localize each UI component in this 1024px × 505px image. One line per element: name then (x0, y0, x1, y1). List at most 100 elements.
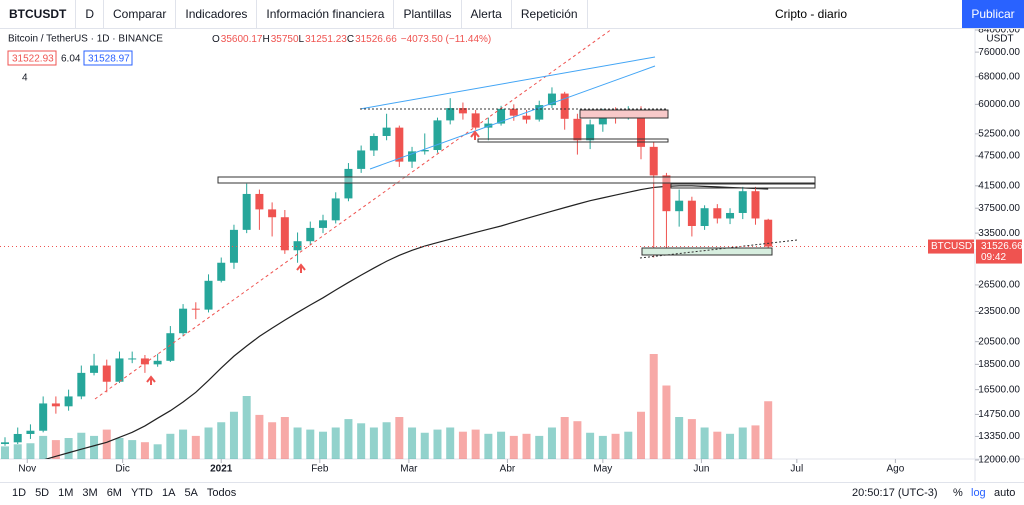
clock: 20:50:17 (UTC-3) (852, 487, 938, 499)
range-button[interactable]: 3M (82, 487, 98, 499)
range-button[interactable]: 5A (184, 487, 198, 499)
volume-bar (1, 446, 9, 459)
volume-bar (217, 422, 226, 459)
layout-name[interactable]: Cripto - diario (775, 7, 848, 21)
zone (217, 176, 816, 184)
auto-toggle[interactable]: auto (994, 487, 1016, 499)
volume-bar (535, 435, 544, 459)
volume-bar (598, 435, 607, 459)
volume-bar (700, 427, 709, 459)
candle-body (242, 193, 251, 230)
volume-bar (586, 432, 595, 459)
currency: USDT (986, 34, 1013, 45)
candle-body (726, 212, 735, 219)
volume-bar (738, 427, 747, 459)
toolbar-item[interactable]: Comparar (104, 0, 177, 28)
volume-bar (522, 433, 531, 459)
candle-body (547, 93, 556, 106)
range-button[interactable]: Todos (206, 487, 237, 499)
candle-body (560, 93, 569, 119)
volume-bar (128, 440, 137, 459)
y-tick-label: 20500.00 (978, 336, 1020, 347)
toolbar-item[interactable]: Información financiera (257, 0, 395, 28)
volume-bar (560, 417, 569, 459)
moving-average (44, 185, 769, 459)
candle-body (204, 280, 213, 310)
symbol[interactable]: BTCUSDT (0, 0, 77, 28)
candle-body (13, 433, 22, 443)
candle-body (586, 124, 595, 141)
candle-body (713, 208, 722, 219)
range-button[interactable]: YTD (130, 487, 153, 499)
volume-bar (179, 429, 188, 459)
candle-body (90, 365, 99, 373)
ask: 31528.97 (88, 54, 130, 65)
price-badge (976, 239, 1022, 264)
items: Comparar Indicadores Información financier… (104, 0, 588, 28)
volume-bar (13, 444, 22, 459)
candle-body (382, 127, 391, 136)
candle-body (280, 217, 289, 251)
candle-body (471, 113, 480, 128)
volume-bar (675, 417, 684, 459)
price-symbol: BTCUSDT (931, 241, 978, 252)
y-tick-label: 23500.00 (978, 306, 1020, 317)
trend-line (359, 56, 656, 110)
x-tick-label: Jul (790, 464, 803, 475)
arrow (296, 263, 306, 273)
candles (1, 87, 773, 459)
y-tick-label: 14750.00 (978, 409, 1020, 420)
candle-body (26, 430, 35, 434)
pct[interactable]: % (953, 487, 963, 499)
log-toggle[interactable]: log (971, 487, 986, 499)
candle-body (408, 151, 417, 162)
candle-body (433, 120, 442, 151)
range-button[interactable]: 1D (12, 487, 27, 499)
zone (641, 247, 773, 256)
publish-button[interactable]: Publicar (962, 0, 1024, 28)
range-button[interactable]: 5D (35, 487, 50, 499)
drawings (1, 29, 816, 459)
toolbar-item[interactable]: Plantillas (394, 0, 462, 28)
volume-bar (687, 419, 696, 459)
volume-bar (547, 427, 556, 459)
candle-body (662, 175, 671, 212)
arrow (470, 130, 480, 140)
toolbar-item[interactable]: Indicadores (176, 0, 258, 28)
candle-body (331, 198, 340, 221)
volume-bar (624, 431, 633, 459)
volume-bar (713, 431, 722, 459)
toolbar-item[interactable]: Repetición (512, 0, 588, 28)
x-tick-label: Mar (400, 464, 418, 475)
candle-body (306, 227, 315, 242)
candle-body (484, 123, 493, 128)
spread: 6.04 (61, 54, 81, 65)
range-button[interactable]: 6M (106, 487, 122, 499)
candle-body (420, 150, 429, 152)
legend-value: 31526.66 (355, 34, 397, 45)
badge (83, 50, 133, 66)
volume-bar (662, 385, 671, 459)
candle-body (522, 115, 531, 120)
zone (670, 183, 816, 189)
y-tick-label: 37500.00 (978, 203, 1020, 214)
volume-bar (726, 433, 735, 459)
indicator-count: 4 (22, 73, 28, 84)
volume-bar (649, 354, 658, 459)
candle-body (191, 308, 200, 310)
candle-body (573, 118, 582, 141)
toolbar-item[interactable]: Alerta (462, 0, 512, 28)
y-tick-label: 26500.00 (978, 280, 1020, 291)
y-tick-label: 47500.00 (978, 151, 1020, 162)
x-tick-label: May (593, 464, 612, 475)
candle-body (344, 168, 353, 199)
candle-body (255, 193, 264, 210)
interval[interactable]: D (76, 0, 104, 28)
y-tick-label: 16500.00 (978, 384, 1020, 395)
candle-body (509, 108, 518, 116)
range-button[interactable]: 1A (161, 487, 176, 499)
range-button[interactable]: 1M (58, 487, 74, 499)
volume-bar (458, 431, 467, 459)
candle-body (687, 200, 696, 226)
